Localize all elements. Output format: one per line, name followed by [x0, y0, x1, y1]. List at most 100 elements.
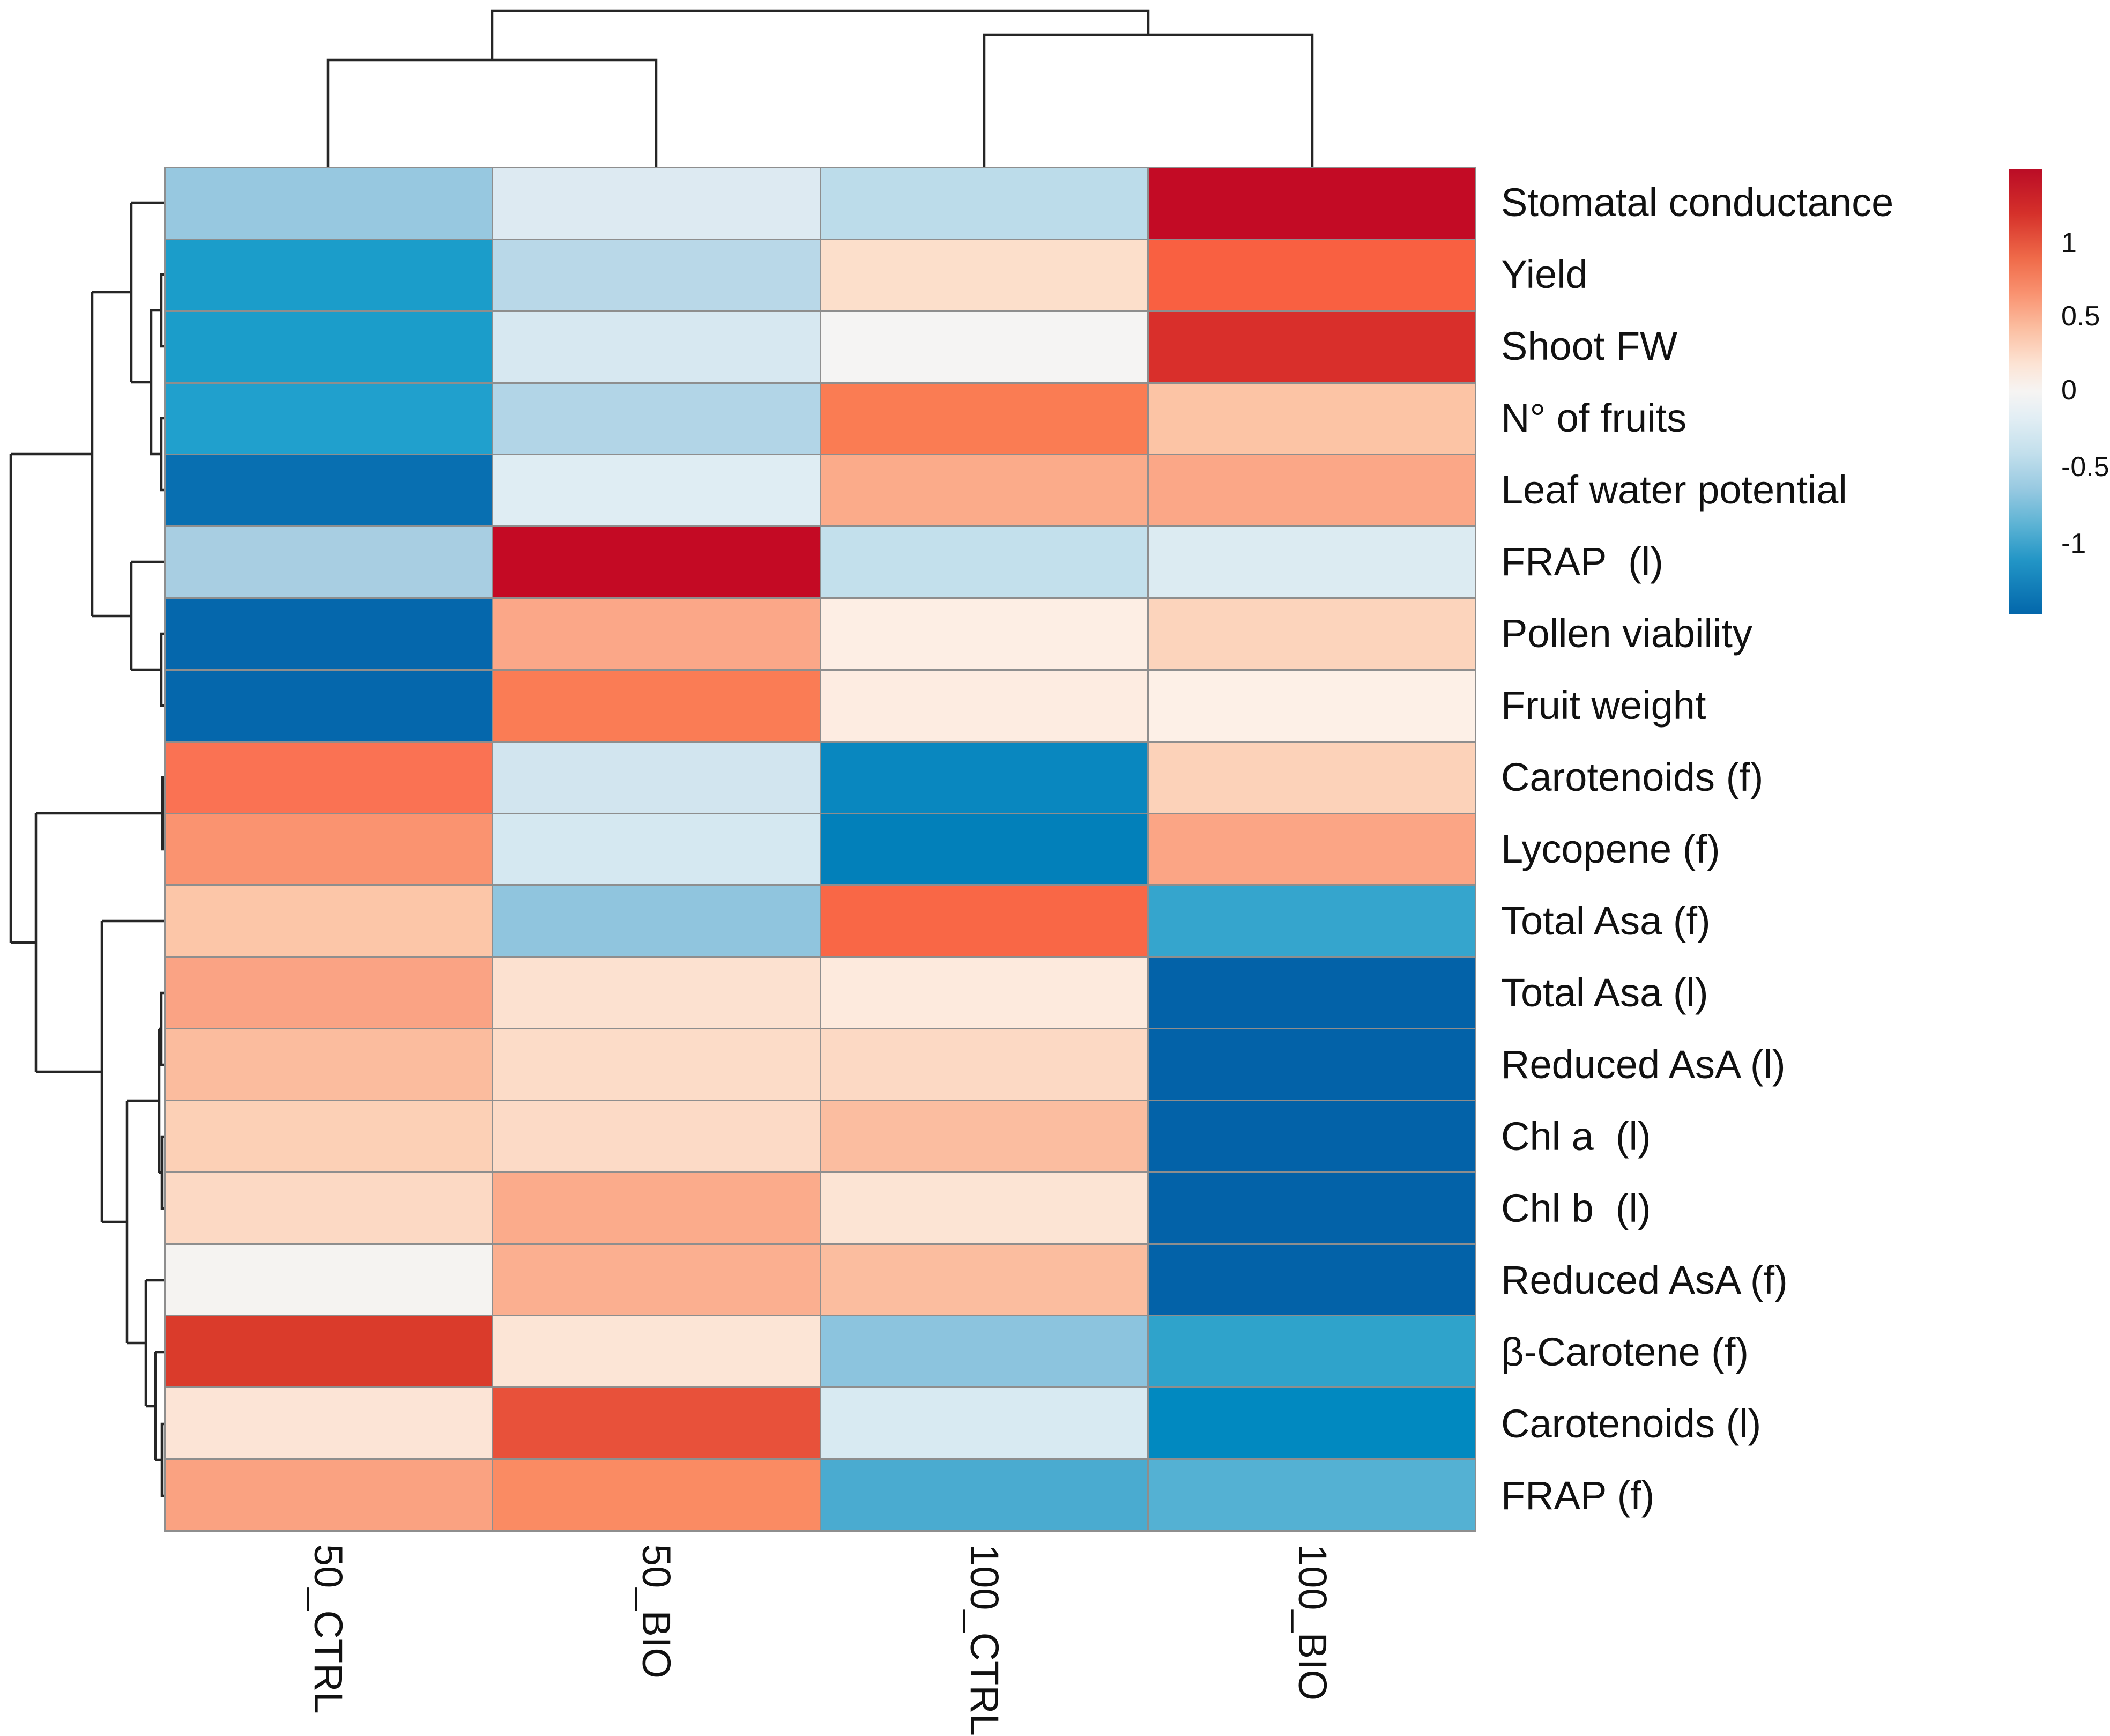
heatmap-cell-Leaf water potential-50_BIO [493, 455, 820, 526]
column-label: 100_BIO [1290, 1544, 1335, 1701]
heatmap-cell-Leaf water potential-100_BIO [1148, 455, 1475, 526]
dendrogram-branch [491, 9, 1150, 60]
heatmap-cell-Lycopene (f)-100_CTRL [821, 814, 1147, 885]
heatmap-cell-Total Asa (l)-100_CTRL [821, 958, 1147, 1028]
heatmap-cell-Chl b (l)-100_BIO [1148, 1173, 1475, 1243]
heatmap-cell-Carotenoids (f)-50_CTRL [166, 742, 492, 813]
heatmap-cell-N° of fruits-50_BIO [493, 383, 820, 454]
heatmap-cell-Fruit weight-50_BIO [493, 670, 820, 741]
heatmap-cell-Total Asa (l)-100_BIO [1148, 958, 1475, 1028]
row-label: Lycopene (f) [1501, 827, 1720, 871]
row-label: Reduced AsA (f) [1501, 1258, 1788, 1302]
heatmap-cell-Chl a (l)-50_CTRL [166, 1101, 492, 1171]
heatmap-cell-Carotenoids (f)-50_BIO [493, 742, 820, 813]
row-label: β-Carotene (f) [1501, 1330, 1749, 1374]
row-label: Leaf water potential [1501, 468, 1847, 512]
colorbar-gradient [2009, 169, 2042, 614]
row-label: FRAP (f) [1501, 1473, 1655, 1518]
heatmap-cell-Total Asa (l)-50_CTRL [166, 958, 492, 1028]
heatmap-cell-Carotenoids (l)-50_CTRL [166, 1388, 492, 1459]
heatmap-cell-β-Carotene (f)-50_BIO [493, 1316, 820, 1387]
column-label: 100_CTRL [962, 1544, 1007, 1736]
heatmap-cell-FRAP (f)-50_BIO [493, 1460, 820, 1530]
row-label: Stomatal conductance [1501, 180, 1894, 225]
heatmap-cell-Chl a (l)-100_CTRL [821, 1101, 1147, 1171]
heatmap-grid [164, 167, 1476, 1532]
heatmap-cell-Pollen viability-100_BIO [1148, 599, 1475, 669]
dendrogram-branch [983, 33, 1314, 167]
colorbar-tick-label: -1 [2061, 528, 2086, 559]
heatmap-cell-FRAP (f)-50_CTRL [166, 1460, 492, 1530]
row-label: Total Asa (f) [1501, 899, 1711, 943]
colorbar-tick-label: 0 [2061, 375, 2077, 406]
heatmap-cell-Stomatal conductance-50_CTRL [166, 168, 492, 239]
row-label: Total Asa (l) [1501, 970, 1708, 1015]
heatmap-cell-Shoot FW-100_BIO [1148, 311, 1475, 382]
row-label: Shoot FW [1501, 324, 1677, 368]
row-label: Carotenoids (l) [1501, 1401, 1762, 1446]
heatmap-cell-Pollen viability-50_CTRL [166, 599, 492, 669]
heatmap-cell-Chl b (l)-50_CTRL [166, 1173, 492, 1243]
column-label: 50_CTRL [306, 1544, 351, 1714]
heatmap-cell-Carotenoids (l)-100_CTRL [821, 1388, 1147, 1459]
heatmap-cell-Lycopene (f)-50_BIO [493, 814, 820, 885]
heatmap-cell-Fruit weight-50_CTRL [166, 670, 492, 741]
heatmap-cell-Chl b (l)-100_CTRL [821, 1173, 1147, 1243]
heatmap-cell-Reduced AsA (l)-50_BIO [493, 1029, 820, 1100]
heatmap-cell-FRAP (l)-100_CTRL [821, 527, 1147, 598]
heatmap-cell-Stomatal conductance-100_CTRL [821, 168, 1147, 239]
heatmap-cell-Shoot FW-50_BIO [493, 311, 820, 382]
heatmap-cell-Fruit weight-100_BIO [1148, 670, 1475, 741]
heatmap-cell-β-Carotene (f)-50_CTRL [166, 1316, 492, 1387]
heatmap-cell-FRAP (f)-100_CTRL [821, 1460, 1147, 1530]
colorbar-tick-label: 0.5 [2061, 301, 2100, 332]
heatmap-cell-FRAP (l)-50_BIO [493, 527, 820, 598]
row-label: Chl b (l) [1501, 1186, 1651, 1230]
dendrogram-branch [150, 309, 161, 456]
dendrogram-branch [326, 58, 658, 167]
column-label: 50_BIO [634, 1544, 679, 1679]
heatmap-cell-Reduced AsA (l)-100_BIO [1148, 1029, 1475, 1100]
row-label: Yield [1501, 252, 1588, 296]
heatmap-cell-FRAP (f)-100_BIO [1148, 1460, 1475, 1530]
column-dendrogram [326, 9, 1314, 167]
heatmap-cell-N° of fruits-100_CTRL [821, 383, 1147, 454]
row-label: Fruit weight [1501, 683, 1706, 728]
heatmap-cell-Stomatal conductance-50_BIO [493, 168, 820, 239]
figure-canvas: Stomatal conductance Yield Shoot FW N° of f… [9, 9, 2109, 1736]
heatmap-cell-β-Carotene (f)-100_CTRL [821, 1316, 1147, 1387]
heatmap-cell-Reduced AsA (f)-100_BIO [1148, 1244, 1475, 1315]
heatmap-cell-Carotenoids (f)-100_CTRL [821, 742, 1147, 813]
row-label: Carotenoids (f) [1501, 755, 1764, 799]
heatmap-cell-Carotenoids (f)-100_BIO [1148, 742, 1475, 813]
heatmap-cell-Yield-50_CTRL [166, 240, 492, 310]
heatmap-cell-N° of fruits-50_CTRL [166, 383, 492, 454]
heatmap-cell-Reduced AsA (f)-50_BIO [493, 1244, 820, 1315]
heatmap-cell-Reduced AsA (l)-100_CTRL [821, 1029, 1147, 1100]
heatmap-cell-β-Carotene (f)-100_BIO [1148, 1316, 1475, 1387]
heatmap-cell-Total Asa (l)-50_BIO [493, 958, 820, 1028]
colorbar-tick-label: 1 [2061, 227, 2077, 258]
row-label: FRAP (l) [1501, 539, 1663, 584]
row-dendrogram [9, 201, 164, 1497]
heatmap-cell-Yield-100_BIO [1148, 240, 1475, 310]
heatmap-cell-Leaf water potential-100_CTRL [821, 455, 1147, 526]
row-label: Pollen viability [1501, 611, 1752, 656]
row-label: Chl a (l) [1501, 1114, 1651, 1159]
heatmap-cell-Reduced AsA (l)-50_CTRL [166, 1029, 492, 1100]
heatmap-cell-Chl a (l)-100_BIO [1148, 1101, 1475, 1171]
heatmap-cell-Yield-100_CTRL [821, 240, 1147, 310]
heatmap-cell-Lycopene (f)-50_CTRL [166, 814, 492, 885]
heatmap-cell-Stomatal conductance-100_BIO [1148, 168, 1475, 239]
heatmap-cell-FRAP (l)-100_BIO [1148, 527, 1475, 598]
heatmap-cell-Total Asa (f)-50_CTRL [166, 886, 492, 956]
heatmap-cell-Total Asa (f)-50_BIO [493, 886, 820, 956]
row-label: N° of fruits [1501, 396, 1687, 440]
heatmap-cell-Total Asa (f)-100_BIO [1148, 886, 1475, 956]
heatmap-cell-FRAP (l)-50_CTRL [166, 527, 492, 598]
heatmap-cell-Carotenoids (l)-50_BIO [493, 1388, 820, 1459]
heatmap-cell-Shoot FW-50_CTRL [166, 311, 492, 382]
heatmap-cell-Fruit weight-100_CTRL [821, 670, 1147, 741]
heatmap-cell-Pollen viability-50_BIO [493, 599, 820, 669]
heatmap-cell-Chl b (l)-50_BIO [493, 1173, 820, 1243]
